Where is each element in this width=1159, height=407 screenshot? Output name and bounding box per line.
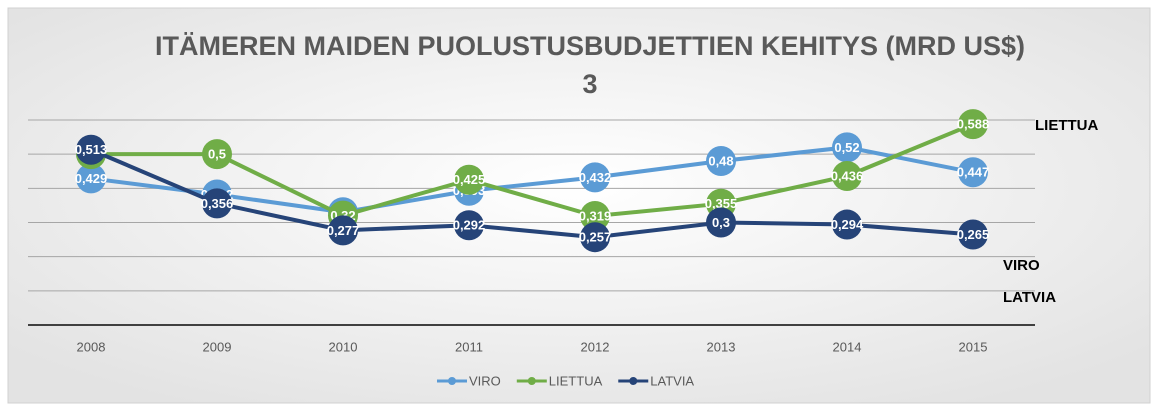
annotation: LATVIA xyxy=(1003,289,1056,306)
data-label: 0,292 xyxy=(453,218,486,233)
legend-label: LATVIA xyxy=(650,373,694,388)
x-tick-label: 2009 xyxy=(203,339,232,354)
data-label: 0,265 xyxy=(957,227,990,242)
data-label: 0,356 xyxy=(201,196,234,211)
data-point xyxy=(580,201,610,232)
data-label: 0,277 xyxy=(327,223,360,238)
series-line xyxy=(91,122,974,219)
annotation: LIETTUA xyxy=(1035,117,1098,134)
data-point xyxy=(706,207,736,238)
chart-subtitle: 3 xyxy=(582,69,597,99)
x-tick-label: 2013 xyxy=(707,339,736,354)
legend-swatch-marker xyxy=(527,377,536,385)
data-point xyxy=(454,210,484,241)
data-label: 0,429 xyxy=(75,171,108,186)
chart-title: ITÄMEREN MAIDEN PUOLUSTUSBUDJETTIEN KEHI… xyxy=(155,31,1025,61)
data-point xyxy=(832,161,862,192)
data-point xyxy=(832,132,862,163)
x-tick-label: 2010 xyxy=(329,339,358,354)
data-point xyxy=(328,215,358,246)
series-line xyxy=(90,145,974,215)
data-point xyxy=(76,163,106,194)
data-label: 0,513 xyxy=(75,142,108,157)
series-line xyxy=(90,147,974,240)
data-point xyxy=(580,162,610,193)
data-point xyxy=(958,109,988,140)
legend-label: LIETTUA xyxy=(549,373,603,388)
data-point xyxy=(706,146,736,176)
data-point xyxy=(832,209,862,240)
data-point xyxy=(580,222,610,253)
legend-label: VIRO xyxy=(469,373,501,388)
data-label: 0,432 xyxy=(579,170,612,185)
legend-swatch-marker xyxy=(629,377,638,385)
data-label: 0,355 xyxy=(705,196,738,211)
data-label: 0,5 xyxy=(208,147,226,162)
x-tick-label: 2015 xyxy=(959,339,988,354)
x-tick-label: 2014 xyxy=(833,339,862,354)
data-point xyxy=(958,157,988,188)
data-point xyxy=(958,219,988,250)
data-point xyxy=(454,164,484,195)
annotation: VIRO xyxy=(1003,257,1040,274)
data-label: 0,48 xyxy=(708,153,733,168)
x-tick-label: 2011 xyxy=(455,339,483,354)
legend-swatch-marker xyxy=(448,377,456,385)
data-label: 0,294 xyxy=(831,217,864,232)
data-label: 0,425 xyxy=(453,172,486,187)
x-tick-label: 2012 xyxy=(581,339,610,354)
data-point xyxy=(202,139,232,170)
data-point xyxy=(76,134,106,165)
x-tick-label: 2008 xyxy=(77,339,106,354)
data-label: 0,3 xyxy=(712,215,730,230)
data-label: 0,447 xyxy=(957,165,990,180)
data-label: 0,588 xyxy=(957,117,990,132)
data-label: 0,257 xyxy=(579,230,612,245)
data-label: 0,436 xyxy=(831,168,864,183)
data-point xyxy=(202,188,232,219)
data-label: 0,319 xyxy=(579,208,612,223)
data-label: 0,52 xyxy=(834,140,859,155)
chart-background xyxy=(7,7,1151,404)
